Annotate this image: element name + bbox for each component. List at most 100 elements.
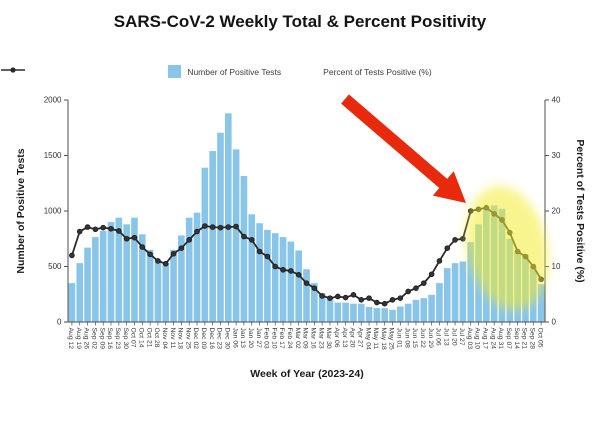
bar [123,224,130,322]
bar [193,212,201,322]
svg-text:1000: 1000 [44,207,62,216]
line-marker [69,252,75,259]
svg-text:Jan 06: Jan 06 [231,328,238,349]
line-marker [288,268,294,274]
svg-text:Sep 07: Sep 07 [505,328,512,350]
bar [264,229,271,322]
svg-text:Jul 20: Jul 20 [450,328,457,346]
svg-text:Jun 15: Jun 15 [411,328,418,349]
line-marker [280,267,286,273]
highlight-ellipse [465,185,549,311]
svg-text:0: 0 [57,318,62,327]
bar [76,263,84,322]
svg-text:Aug 19: Aug 19 [75,328,82,350]
line-marker [272,263,279,270]
bar [68,283,76,322]
svg-text:Aug 12: Aug 12 [67,328,74,350]
line-marker [303,280,310,286]
bar [342,302,349,322]
bar [232,149,240,322]
legend-item-bars: Number of Positive Tests [168,65,281,78]
bar [334,302,342,322]
svg-text:Sep 21: Sep 21 [521,328,528,350]
svg-text:Sep 30: Sep 30 [122,328,129,350]
svg-text:Jan 27: Jan 27 [255,328,262,349]
line-marker [444,245,451,251]
bar [318,293,326,322]
line-marker [436,258,443,264]
bar [365,307,373,322]
line-marker [123,235,130,242]
bar [240,176,248,322]
bar [185,217,193,322]
bar [467,242,475,322]
line-marker [147,251,153,258]
line-marker [256,248,263,255]
bar [99,230,107,322]
bar [84,247,91,322]
svg-text:Jun 08: Jun 08 [403,328,410,349]
line-marker [248,237,255,243]
bar [537,284,545,322]
bar [381,308,389,323]
svg-text:Oct 28: Oct 28 [153,328,160,348]
svg-text:40: 40 [552,96,561,105]
line-marker [381,300,388,307]
line-marker [116,228,122,234]
bar [303,269,310,322]
line-marker [350,292,357,298]
svg-text:10: 10 [552,262,561,271]
svg-text:Oct 05: Oct 05 [536,328,543,348]
svg-text:Mar 23: Mar 23 [317,328,324,349]
bar [412,299,420,322]
line-marker [342,294,349,301]
svg-text:Sep 16: Sep 16 [106,328,113,350]
svg-text:Jun 01: Jun 01 [396,328,403,349]
bar [357,303,365,322]
bar [311,283,318,322]
svg-text:Feb 24: Feb 24 [286,328,293,349]
svg-text:Nov 18: Nov 18 [177,328,184,350]
bar [295,250,302,322]
svg-text:20: 20 [552,207,561,216]
svg-text:Aug 03: Aug 03 [466,328,473,350]
line-marker [241,233,247,240]
bar [389,309,396,322]
bar-swatch-icon [168,65,182,78]
line-marker [397,295,404,301]
svg-text:May 25: May 25 [388,328,395,351]
svg-text:Dec 23: Dec 23 [216,328,223,350]
line-marker [233,223,239,230]
svg-text:Jul 27: Jul 27 [458,328,465,346]
bar [397,306,404,322]
svg-text:Oct 07: Oct 07 [130,328,137,348]
bar [279,237,287,322]
line-marker [334,293,341,300]
svg-text:Dec 09: Dec 09 [200,328,207,350]
svg-text:Sep 28: Sep 28 [528,328,535,350]
line-marker [420,280,427,286]
legend: Number of Positive Tests Percent of Test… [0,65,600,78]
svg-text:Sep 14: Sep 14 [513,328,520,350]
svg-text:Feb 03: Feb 03 [263,328,270,349]
bar [178,235,185,322]
svg-text:Apr 13: Apr 13 [341,328,348,348]
svg-text:Jan 20: Jan 20 [247,328,254,349]
bar [256,223,263,322]
svg-text:Apr 27: Apr 27 [356,328,363,348]
svg-text:Oct 14: Oct 14 [137,328,144,348]
bar [436,283,443,322]
line-marker [100,224,106,231]
svg-text:Feb 17: Feb 17 [278,328,285,349]
bar [271,233,279,322]
bar [107,222,115,322]
line-marker-icon [1,67,25,73]
bar [428,294,435,322]
svg-text:Apr 20: Apr 20 [349,328,356,348]
bar [209,151,216,322]
x-axis-title: Week of Year (2023-24) [250,368,364,380]
bar [443,268,451,322]
svg-text:2000: 2000 [44,96,62,105]
line-marker [108,225,114,232]
